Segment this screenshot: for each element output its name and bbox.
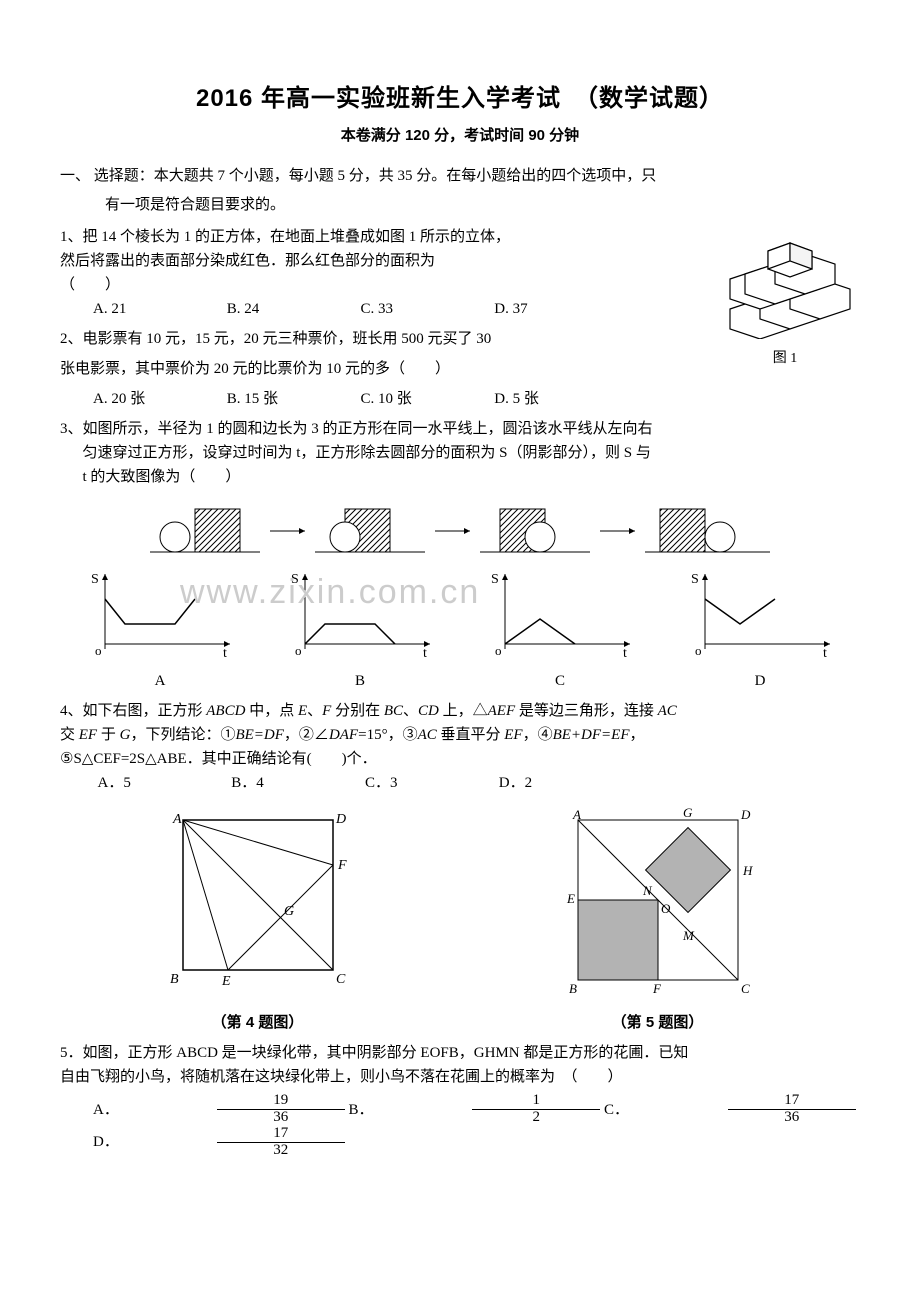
q4-line1: 4、如下右图，正方形 ABCD 中，点 E、F 分别在 BC、CD 上，△AEF… [60, 699, 860, 723]
svg-text:S: S [291, 572, 299, 587]
svg-text:o: o [495, 643, 502, 658]
q2-opt-c: C. 10 张 [361, 387, 491, 411]
svg-text:G: G [683, 805, 693, 820]
q3-label-d: D [685, 669, 835, 693]
q5-options: A． 1936 B． 12 C． 1736 D． 1732 [60, 1093, 860, 1158]
svg-text:H: H [742, 863, 753, 878]
page-subtitle: 本卷满分 120 分，考试时间 90 分钟 [60, 124, 860, 148]
q2-opt-b: B. 15 张 [227, 387, 357, 411]
svg-text:S: S [491, 572, 499, 587]
q5-line2: 自由飞翔的小鸟，将随机落在这块绿化带上，则小鸟不落在花圃上的概率为 （ ） [60, 1065, 860, 1089]
svg-text:t: t [823, 646, 827, 659]
figure-1-caption: 图 1 [710, 348, 860, 370]
q1-opt-c: C. 33 [361, 297, 491, 321]
q2-options: A. 20 张 B. 15 张 C. 10 张 D. 5 张 [60, 387, 860, 411]
svg-text:M: M [682, 928, 695, 943]
q1-opt-b: B. 24 [227, 297, 357, 321]
svg-text:N: N [642, 883, 653, 898]
q3-diagram-row [60, 497, 860, 561]
q4-opt-d: D．2 [499, 771, 629, 795]
svg-text:F: F [652, 981, 662, 995]
figure-q5: A G D H E N O M B F C [553, 805, 763, 1003]
q3-line3: t 的大致图像为（ ） [60, 465, 860, 489]
cubes-icon [710, 219, 860, 339]
svg-text:E: E [566, 891, 575, 906]
svg-text:o: o [95, 643, 102, 658]
q3-label-c: C [485, 669, 635, 693]
svg-text:D: D [335, 812, 346, 827]
q3-label-a: A [85, 669, 235, 693]
figure-q4: A D B C E F G [158, 805, 358, 1003]
q4-line3: ⑤S△CEF=2S△ABE．其中正确结论有( )个． [60, 747, 860, 771]
svg-text:E: E [221, 974, 231, 989]
svg-text:A: A [172, 812, 182, 827]
q3-graph-c: S t o C [485, 569, 635, 693]
svg-text:B: B [170, 972, 179, 987]
svg-text:t: t [223, 646, 227, 659]
svg-text:o: o [695, 643, 702, 658]
svg-text:C: C [336, 972, 346, 987]
q2-opt-a: A. 20 张 [93, 387, 223, 411]
section-1-line2: 有一项是符合题目要求的。 [60, 191, 860, 220]
q2-opt-d: D. 5 张 [494, 387, 624, 411]
q4-q5-figures: A D B C E F G [60, 805, 860, 1003]
svg-text:F: F [337, 858, 347, 873]
svg-text:S: S [91, 572, 99, 587]
svg-text:o: o [295, 643, 302, 658]
svg-text:C: C [741, 981, 750, 995]
svg-text:D: D [740, 807, 751, 822]
q4-options: A．5 B．4 C．3 D．2 [60, 771, 860, 795]
q1-opt-d: D. 37 [494, 297, 624, 321]
question-3: 3、如图所示，半径为 1 的圆和边长为 3 的正方形在同一水平线上，圆沿该水平线… [60, 417, 860, 693]
q3-line1: 3、如图所示，半径为 1 的圆和边长为 3 的正方形在同一水平线上，圆沿该水平线… [60, 417, 860, 441]
q3-line2: 匀速穿过正方形，设穿过时间为 t，正方形除去圆部分的面积为 S（阴影部分），则 … [60, 441, 860, 465]
q4-opt-a: A．5 [98, 771, 228, 795]
figure-5-caption: （第 5 题图） [553, 1007, 763, 1035]
svg-text:A: A [572, 807, 581, 822]
question-5: 5．如图，正方形 ABCD 是一块绿化带，其中阴影部分 EOFB，GHMN 都是… [60, 1041, 860, 1158]
question-4: 4、如下右图，正方形 ABCD 中，点 E、F 分别在 BC、CD 上，△AEF… [60, 699, 860, 1035]
svg-text:t: t [423, 646, 427, 659]
figure-4-caption: （第 4 题图） [158, 1007, 358, 1035]
q4-opt-c: C．3 [365, 771, 495, 795]
q1-opt-a: A. 21 [93, 297, 223, 321]
svg-text:O: O [661, 901, 671, 916]
circle-square-sequence-icon [140, 497, 780, 561]
q3-label-b: B [285, 669, 435, 693]
q5-opt-c: C． 1736 [604, 1093, 856, 1126]
svg-text:S: S [691, 572, 699, 587]
svg-text:G: G [284, 904, 294, 919]
figure-1: 图 1 [710, 219, 860, 370]
section-1-line1: 一、 选择题：本大题共 7 个小题，每小题 5 分，共 35 分。在每小题给出的… [60, 162, 860, 191]
q5-opt-a: A． 1936 [93, 1093, 345, 1126]
svg-text:B: B [569, 981, 577, 995]
q5-opt-b: B． 12 [349, 1093, 601, 1126]
q5-line1: 5．如图，正方形 ABCD 是一块绿化带，其中阴影部分 EOFB，GHMN 都是… [60, 1041, 860, 1065]
q3-graphs-row: www.zixin.com.cn S t o A S t o [60, 569, 860, 693]
q5-opt-d: D． 1732 [93, 1126, 345, 1159]
q4-opt-b: B．4 [231, 771, 361, 795]
q3-graph-b: S t o B [285, 569, 435, 693]
q3-graph-a: S t o A [85, 569, 235, 693]
q4-line2: 交 EF 于 G，下列结论：①BE=DF，②∠DAF=15°，③AC 垂直平分 … [60, 723, 860, 747]
page-title: 2016 年高一实验班新生入学考试 （数学试题） [60, 80, 860, 118]
svg-text:t: t [623, 646, 627, 659]
q3-graph-d: S t o D [685, 569, 835, 693]
